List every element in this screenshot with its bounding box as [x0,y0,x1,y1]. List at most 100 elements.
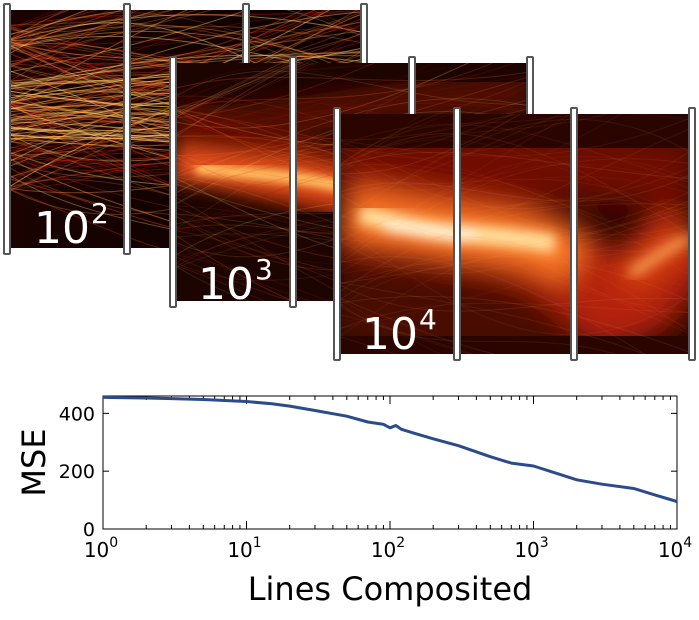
panel-1-count-label: 102 [34,200,109,251]
y-tick-label: 200 [59,461,95,483]
heatmap-strand [340,114,578,148]
heatmap-strand [340,238,692,255]
x-tick-exponent: 2 [396,535,405,551]
heatmap-strand [176,67,528,110]
y-axis-label: MSE [15,428,53,496]
heatmap-strand [10,10,123,45]
panel-3-count-label: 104 [362,306,437,357]
heatmap-strand [10,10,214,66]
panel-1-axis-bar-1 [3,3,11,255]
heatmap-strand [10,10,362,40]
heatmap-strand [176,63,315,135]
heatmap-strand [340,127,692,231]
heatmap-strand [340,114,453,170]
x-tick-exponent: 0 [109,535,118,551]
heatmap-strand [176,63,387,105]
heatmap-strand [340,180,692,288]
heatmap-strand [340,176,692,240]
heatmap-strand [340,284,692,312]
heatmap-strand [10,10,140,82]
heatmap-strand [340,190,692,300]
heatmap-strand [176,63,376,119]
heatmap-strand [340,173,692,222]
heatmap-strand [10,11,362,104]
heatmap-strand [340,208,692,274]
panel-2-count-base: 10 [198,259,254,310]
heatmap-strand [176,63,296,116]
heatmap-strand [340,306,472,354]
heatmap-strand [10,10,199,42]
heatmap-strand [340,303,617,354]
heatmap-strand [340,114,609,166]
heatmap-strand [340,114,440,166]
panel-3-count-exponent: 4 [419,303,437,336]
heatmap-strand [10,25,362,68]
heatmap-strand [340,114,581,159]
y-tick-label: 0 [83,519,95,541]
panel-2-count-label: 103 [198,256,273,307]
heatmap-strand [340,256,646,354]
panel-2-count-exponent: 3 [255,253,273,286]
heatmap-strand [10,10,362,39]
heatmap-strand [340,149,692,210]
heatmap-strand [10,18,362,65]
heatmap-strand [176,63,528,120]
heatmap-strand [10,31,362,69]
heatmap-strand [176,63,296,137]
heatmap-strand [10,10,137,67]
heatmap-strand [176,76,528,164]
x-tick-base: 10 [227,538,252,562]
heatmap-strand [340,238,692,338]
heatmap-strand [340,237,692,307]
x-tick-base: 10 [371,538,396,562]
heatmap-strand [176,266,251,301]
heatmap-strand [340,204,692,284]
heatmap-strand [340,114,517,141]
panel-3-count-base: 10 [362,309,418,360]
heatmap-strand [340,297,497,354]
heatmap-strand [10,28,362,45]
heatmap-strand [340,336,398,354]
panel-2-axis-bar-2 [289,56,297,308]
heatmap-strand [340,213,692,336]
heatmap-strand [340,139,692,226]
panel-3-axis-bar-3 [570,107,578,361]
heatmap-strand [340,254,692,329]
heatmap-strand [10,10,134,36]
heatmap-strand [10,10,189,103]
x-tick-label: 104 [658,535,692,562]
heatmap-strand [340,225,692,335]
heatmap-strand [10,10,175,33]
heatmap-strand [340,298,441,354]
heatmap-strand [10,10,249,73]
heatmap-strand [340,147,692,236]
heatmap-strand [340,295,692,354]
heatmap-strand [340,114,564,196]
heatmap-strand [176,63,292,118]
panel-1-count-exponent: 2 [91,197,109,230]
heatmap-strand [176,235,294,301]
heatmap-strand [176,256,293,301]
panel-1-axis-bar-2 [123,3,131,255]
heatmap-strand [176,63,318,110]
heatmap-strand [10,188,162,248]
panel-3-axis-bar-1 [333,107,341,361]
heatmap-strand [340,236,692,334]
heatmap-strand [340,114,572,242]
heatmap-strand [340,166,692,242]
x-tick-label: 103 [514,535,548,562]
heatmap-strand [340,302,692,330]
heatmap-strand [340,281,646,354]
heatmap-strand [176,243,312,301]
panel-3-axis-bar-2 [453,107,461,361]
heatmap-strand [340,149,692,252]
x-axis-ticks: 100 101 102 103 104 [84,396,692,562]
heatmap-strand [176,254,330,301]
heatmap-strand [340,114,522,175]
heatmap-strand [340,157,692,314]
heatmap-strand [340,173,692,202]
heatmap-strand [340,114,622,191]
panel-2-axis-bar-1 [169,56,177,308]
x-axis-label: Lines Composited [248,570,533,608]
